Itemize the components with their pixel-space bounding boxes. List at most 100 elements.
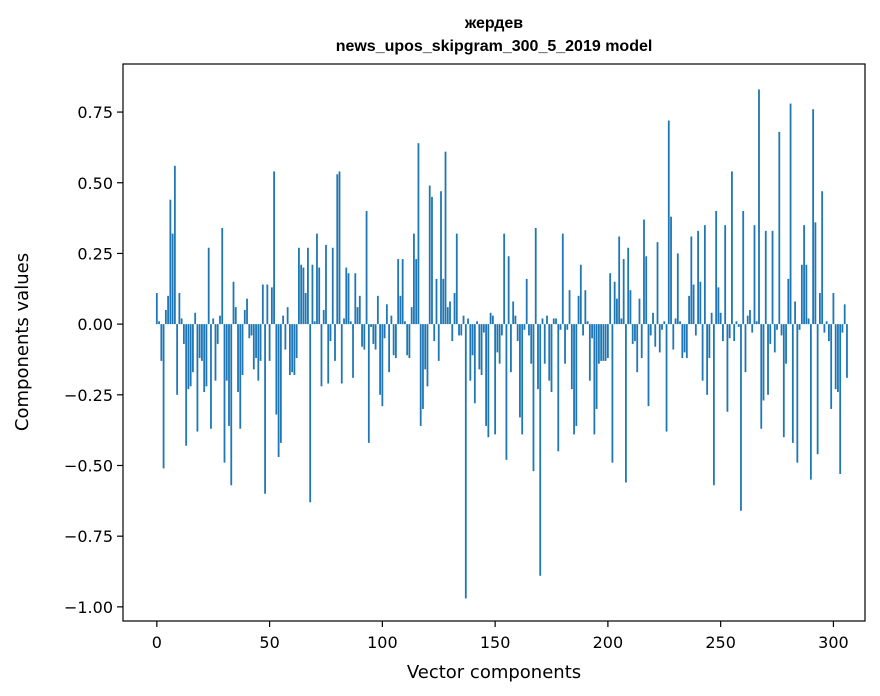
bar [449, 301, 451, 325]
bar [825, 321, 828, 325]
bar [228, 324, 230, 426]
bar [442, 278, 445, 325]
x-tick-label: 150 [480, 633, 511, 652]
bar [609, 273, 612, 325]
bar [724, 225, 727, 325]
bar [178, 293, 181, 325]
bar [370, 324, 372, 327]
bar [828, 324, 830, 342]
x-axis-label: Vector components [407, 662, 581, 683]
bar [300, 264, 303, 325]
bar [424, 324, 427, 370]
bar [582, 324, 584, 336]
bar [266, 284, 269, 325]
bar [821, 191, 824, 325]
bar [812, 109, 815, 325]
bar [528, 324, 530, 336]
bar [279, 324, 282, 443]
bar [219, 315, 221, 325]
bar [618, 236, 621, 325]
bar [167, 295, 169, 325]
bar [782, 324, 785, 438]
bar [816, 324, 819, 455]
bar [270, 287, 273, 325]
bar [255, 324, 257, 359]
bar [602, 324, 605, 361]
bar [530, 324, 533, 364]
bar [239, 324, 242, 429]
bar [311, 264, 314, 325]
bar [555, 318, 557, 325]
bar [243, 309, 246, 325]
bar [719, 312, 722, 325]
bar [225, 324, 228, 381]
bar [248, 324, 251, 339]
bar [358, 295, 361, 325]
bar [595, 324, 598, 409]
bar [832, 293, 835, 325]
bar [417, 143, 420, 325]
bar [257, 324, 260, 381]
bar [701, 324, 704, 381]
bar [588, 324, 591, 381]
bar [291, 324, 294, 373]
bar [710, 312, 713, 325]
bar [325, 244, 327, 325]
bar-series [155, 89, 848, 599]
bar [661, 324, 663, 330]
bar [753, 225, 756, 325]
bar [295, 324, 298, 359]
bar [843, 304, 846, 325]
bar [789, 103, 792, 325]
bar [160, 324, 163, 361]
bar [282, 315, 285, 325]
bar [286, 307, 289, 325]
bar [277, 324, 280, 458]
bar [697, 230, 699, 325]
bar [162, 324, 165, 469]
bar [534, 227, 537, 325]
bar [503, 233, 506, 325]
bar [769, 324, 772, 344]
bar [268, 324, 271, 361]
bar [428, 185, 431, 325]
bar [467, 318, 469, 325]
bar [717, 287, 720, 325]
bar [764, 230, 767, 325]
bar [785, 324, 787, 364]
bar [494, 324, 497, 435]
chart-subtitle: news_upos_skipgram_300_5_2019 model [336, 38, 653, 55]
bar [726, 324, 729, 412]
bar [455, 233, 458, 325]
bar [307, 247, 309, 325]
bar [250, 324, 253, 336]
bar [347, 273, 350, 325]
bar [406, 324, 409, 356]
bar [246, 298, 248, 325]
bar [742, 211, 745, 325]
bar [597, 324, 600, 364]
y-tick-label: 0.75 [77, 103, 113, 122]
bar [514, 315, 517, 325]
bar [699, 281, 702, 325]
bar [715, 211, 718, 325]
bar [787, 278, 790, 325]
bar [613, 281, 616, 325]
bar [313, 321, 316, 325]
bar [543, 324, 546, 364]
bar [568, 290, 571, 325]
bar [410, 307, 413, 325]
bar [758, 89, 760, 325]
bar [667, 120, 670, 325]
bar [685, 324, 688, 359]
bar [814, 222, 817, 325]
bar [399, 295, 402, 325]
bar [237, 324, 239, 392]
bar [681, 324, 684, 359]
bar [331, 247, 334, 325]
bar [746, 315, 749, 325]
bar [548, 324, 551, 381]
bar [767, 324, 769, 395]
bar [374, 324, 377, 350]
